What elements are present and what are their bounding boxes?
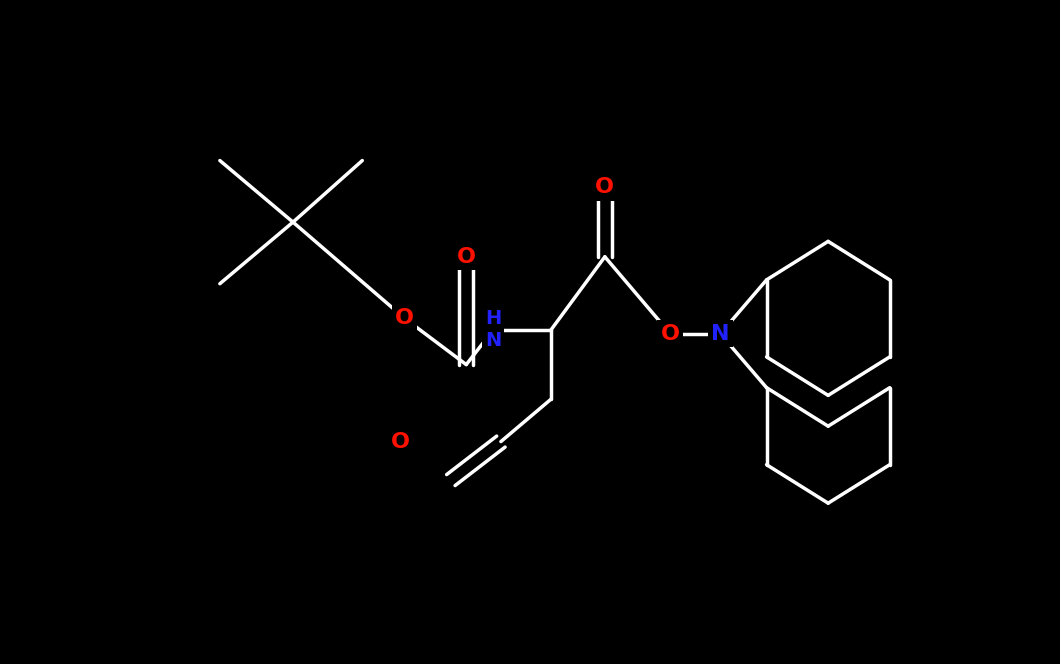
Text: O: O (391, 432, 410, 452)
Text: O: O (395, 308, 414, 329)
Text: O: O (457, 247, 476, 267)
Text: O: O (660, 324, 679, 344)
Text: O: O (596, 177, 615, 197)
Text: H
N: H N (485, 309, 501, 351)
Text: N: N (711, 324, 729, 344)
